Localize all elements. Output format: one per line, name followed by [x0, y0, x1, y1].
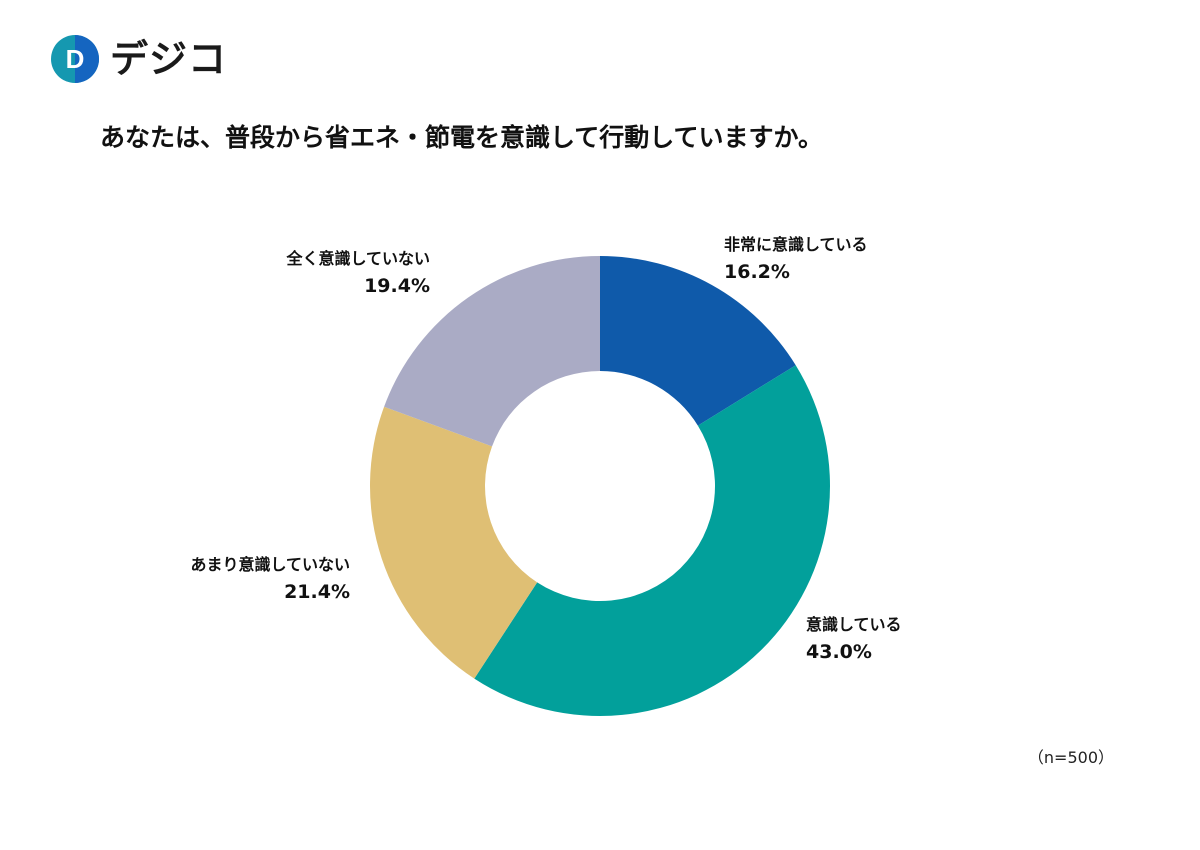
- sample-size-note: （n=500）: [1027, 748, 1114, 767]
- brand-logo-icon: D: [51, 35, 99, 83]
- slice-value-label: 19.4%: [364, 275, 430, 297]
- brand-name: デジコ: [110, 37, 228, 81]
- donut-labels: 非常に意識している 16.2% 意識している 43.0% あまり意識していない 21.4%…: [190, 235, 901, 663]
- logo-letter: D: [66, 44, 85, 74]
- donut-slice: [600, 256, 796, 426]
- donut-slices: [370, 256, 830, 717]
- slice-category-label: あまり意識していない: [190, 555, 350, 574]
- donut-slice: [370, 406, 538, 679]
- question-title: あなたは、普段から省エネ・節電を意識して行動していますか。: [100, 123, 824, 152]
- slice-value-label: 16.2%: [724, 261, 790, 283]
- donut-slice: [474, 365, 830, 717]
- slice-category-label: 意識している: [806, 615, 902, 634]
- slice-value-label: 43.0%: [806, 641, 872, 663]
- brand-logo: D デジコ: [50, 34, 227, 84]
- slice-category-label: 全く意識していない: [285, 249, 430, 268]
- donut-slice: [384, 256, 600, 447]
- logo-half: [75, 35, 99, 83]
- slice-value-label: 21.4%: [284, 581, 350, 603]
- slice-category-label: 非常に意識している: [724, 235, 868, 254]
